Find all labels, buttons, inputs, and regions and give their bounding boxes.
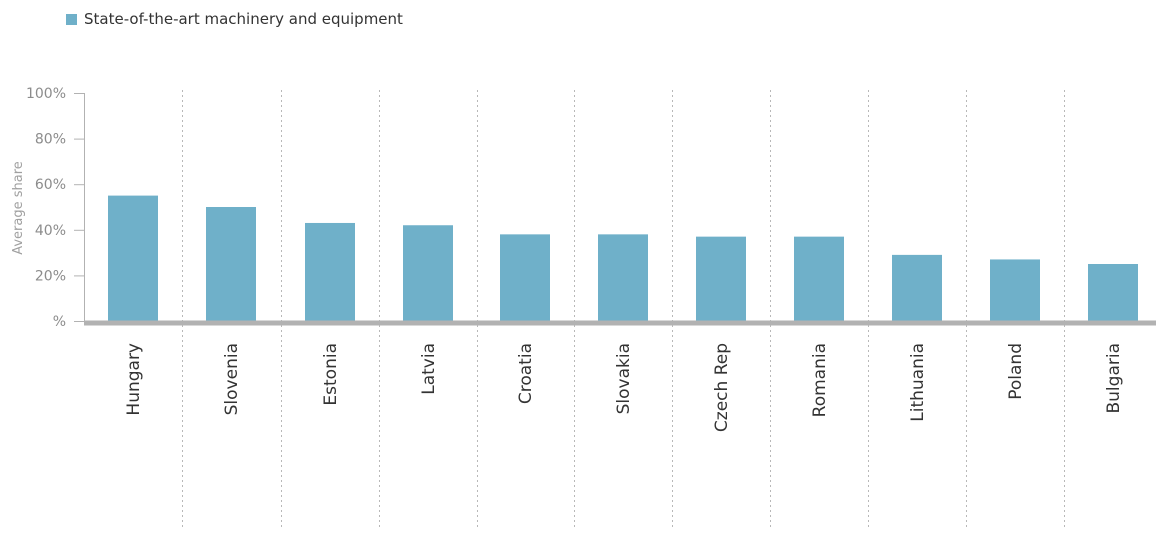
x-tick-label: Lithuania (908, 343, 928, 422)
x-tick-label: Czech Rep (712, 343, 732, 432)
y-tick-label: % (53, 314, 66, 330)
legend: State-of-the-art machinery and equipment (66, 8, 403, 30)
y-tick-label: 20% (35, 268, 66, 284)
x-tick-label: Croatia (516, 343, 536, 404)
x-axis-ticks: Hungary Slovenia Estonia Latvia Croatia Slova… (124, 343, 1124, 432)
x-tick-label: Romania (810, 343, 830, 417)
bar-croatia (500, 234, 550, 321)
bars (108, 195, 1138, 321)
bar-czech-rep (696, 236, 746, 321)
category-dividers (182, 90, 1065, 530)
bar-poland (990, 259, 1040, 321)
y-tick-label: 60% (35, 177, 66, 193)
bar-slovenia (206, 207, 256, 321)
x-tick-label: Hungary (124, 343, 144, 416)
x-tick-label: Slovenia (222, 343, 242, 415)
y-tick-label: 100% (26, 86, 66, 102)
bar-lithuania (892, 254, 942, 321)
bar-romania (794, 236, 844, 321)
y-tick-label: 80% (35, 132, 66, 148)
legend-label: State-of-the-art machinery and equipment (84, 10, 403, 28)
x-tick-label: Poland (1006, 343, 1026, 400)
bar-estonia (305, 222, 355, 321)
bar-hungary (108, 195, 158, 321)
x-tick-label: Bulgaria (1104, 343, 1124, 414)
square-swatch-icon (66, 13, 77, 25)
x-tick-label: Latvia (419, 343, 439, 395)
x-tick-label: Slovakia (614, 343, 634, 414)
bar-bulgaria (1088, 264, 1138, 321)
bar-latvia (403, 225, 453, 321)
y-tick-label: 40% (35, 223, 66, 239)
y-axis-ticks: % 20% 40% 60% 80% 100% (26, 86, 85, 330)
bar-slovakia (598, 234, 648, 321)
x-tick-label: Estonia (321, 343, 341, 406)
y-axis-label: Average share (11, 161, 26, 255)
